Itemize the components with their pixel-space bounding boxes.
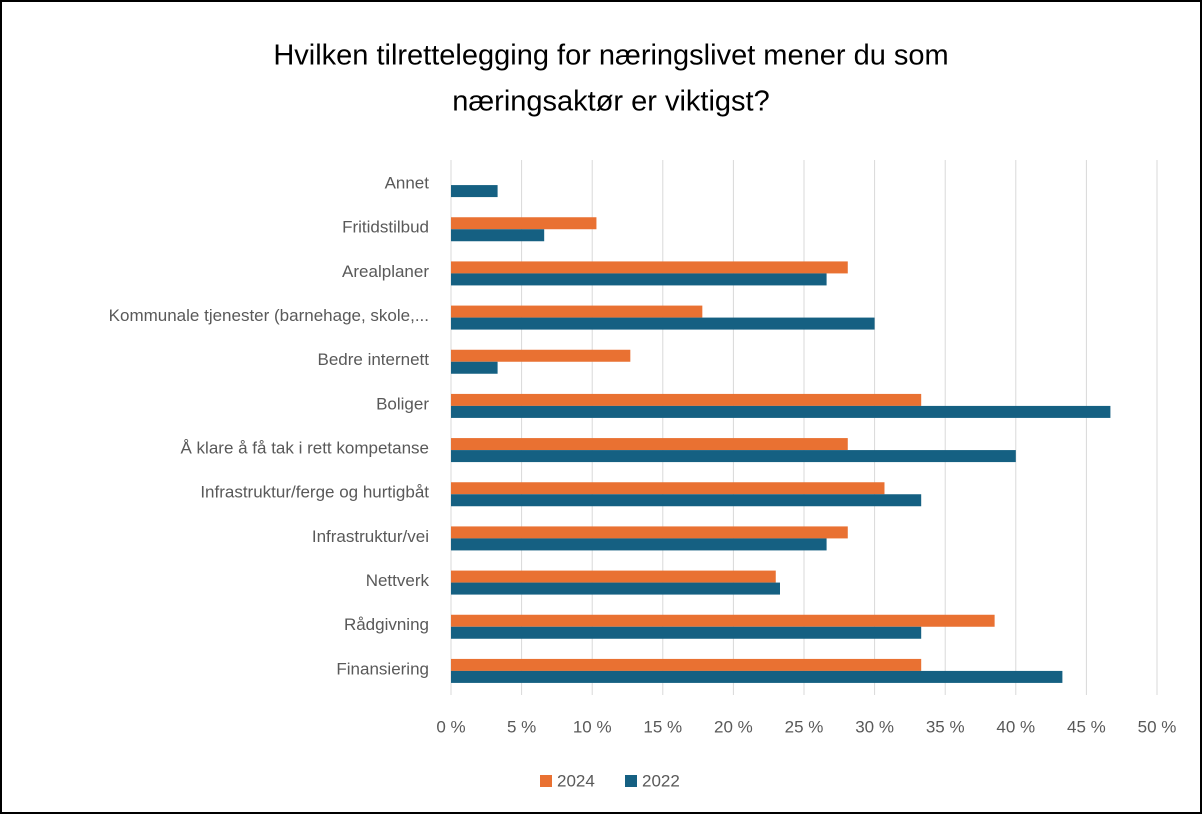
bar — [451, 438, 848, 451]
bar — [451, 393, 922, 406]
bar — [451, 482, 885, 495]
legend-swatch — [625, 775, 637, 787]
legend-label: 2022 — [642, 771, 680, 790]
y-tick-label: Infrastruktur/vei — [312, 527, 429, 546]
bar — [451, 658, 922, 671]
chart-title: Hvilken tilrettelegging for næringslivet… — [273, 40, 948, 72]
y-tick-label: Bedre internett — [317, 350, 429, 369]
y-tick-label: Boliger — [376, 394, 429, 413]
y-tick-label: Fritidstilbud — [342, 218, 429, 237]
bar — [451, 494, 922, 507]
x-tick-label: 15 % — [643, 717, 682, 736]
y-tick-label: Finansiering — [336, 659, 429, 678]
bar — [451, 273, 827, 286]
bar — [451, 405, 1111, 418]
bar — [451, 570, 776, 583]
y-tick-label: Annet — [385, 174, 430, 193]
x-tick-label: 40 % — [996, 717, 1035, 736]
y-tick-label: Rådgivning — [344, 615, 429, 634]
y-tick-label: Å klare å få tak i rett kompetanse — [180, 439, 429, 458]
y-tick-label: Infrastruktur/ferge og hurtigbåt — [200, 483, 429, 502]
bar — [451, 361, 498, 374]
chart-title: næringsaktør er viktigst? — [452, 86, 770, 118]
x-tick-label: 25 % — [785, 717, 824, 736]
legend-swatch — [540, 775, 552, 787]
bar — [451, 261, 848, 274]
bar — [451, 626, 922, 639]
bar — [451, 317, 875, 330]
bar — [451, 670, 1063, 683]
x-tick-label: 45 % — [1067, 717, 1106, 736]
x-tick-label: 10 % — [573, 717, 612, 736]
bar — [451, 614, 995, 627]
bar — [451, 582, 780, 595]
bar — [451, 450, 1016, 463]
bar — [451, 305, 703, 318]
bar — [451, 185, 498, 198]
x-tick-label: 20 % — [714, 717, 753, 736]
bar — [451, 526, 848, 539]
x-tick-label: 35 % — [926, 717, 965, 736]
bar — [451, 217, 597, 230]
x-tick-label: 5 % — [507, 717, 536, 736]
bar — [451, 349, 631, 362]
y-tick-label: Nettverk — [366, 571, 430, 590]
y-tick-label: Kommunale tjenester (barnehage, skole,..… — [109, 306, 429, 325]
legend-label: 2024 — [557, 771, 595, 790]
x-tick-label: 0 % — [436, 717, 465, 736]
y-tick-label: Arealplaner — [342, 262, 429, 281]
x-tick-label: 50 % — [1138, 717, 1177, 736]
x-tick-label: 30 % — [855, 717, 894, 736]
bar — [451, 229, 545, 242]
bar — [451, 538, 827, 551]
